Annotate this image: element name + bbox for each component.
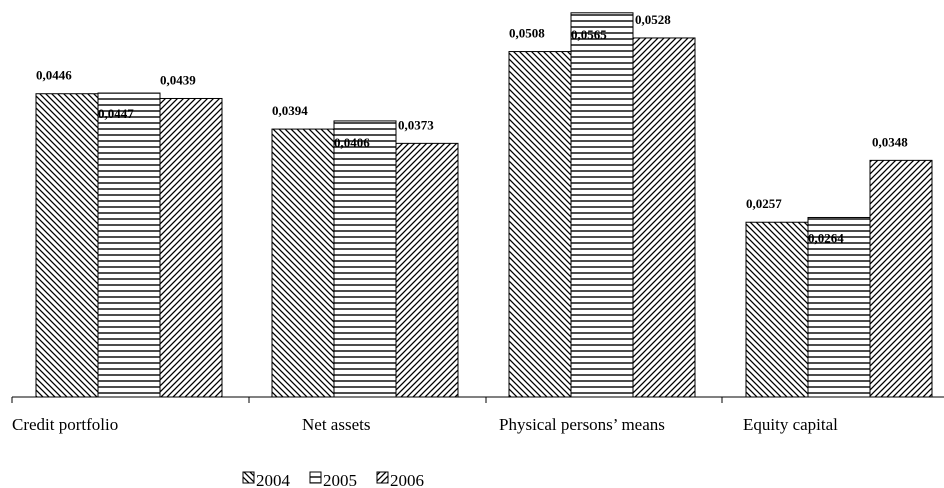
bar-2006-3	[632, 37, 696, 398]
legend-swatch-2005	[309, 471, 322, 484]
data-label-2005-3: 0,0565	[571, 27, 607, 42]
category-label-1: Credit portfolio	[12, 415, 118, 434]
legend-label-2005: 2005	[323, 471, 357, 488]
data-labels-layer: 0,0446 0,0447 0,0439 0,0394 0,0406 0,0373 0,05…	[36, 12, 908, 246]
category-labels: Credit portfolio Net assets Physical perso…	[12, 415, 838, 434]
data-label-2004-1: 0,0446	[36, 68, 72, 83]
bar-2005-4	[807, 216, 871, 398]
bar-2006-4	[869, 159, 933, 398]
category-label-4: Equity capital	[743, 415, 838, 434]
legend-swatch-2006	[376, 471, 389, 484]
data-label-2006-4: 0,0348	[872, 134, 908, 149]
bars-layer	[35, 12, 933, 398]
data-label-2004-4: 0,0257	[746, 196, 782, 211]
bar-2005-2	[333, 120, 397, 398]
bar-2004-3	[508, 51, 572, 398]
data-label-2005-2: 0,0406	[334, 135, 370, 150]
data-label-2005-1: 0,0447	[98, 106, 134, 121]
data-label-2006-2: 0,0373	[398, 117, 434, 132]
data-label-2005-4: 0,0264	[808, 230, 844, 245]
bar-2005-1	[97, 92, 161, 398]
data-label-2006-3: 0,0528	[635, 12, 671, 27]
data-label-2006-1: 0,0439	[160, 72, 196, 87]
legend: 2004 2005 2006	[242, 471, 424, 488]
legend-label-2004: 2004	[256, 471, 291, 488]
bar-2006-1	[159, 97, 223, 398]
bar-2006-2	[395, 142, 459, 398]
bar-2004-1	[35, 93, 99, 398]
data-label-2004-2: 0,0394	[272, 103, 308, 118]
data-label-2004-3: 0,0508	[509, 26, 545, 41]
bar-2004-2	[271, 128, 335, 398]
bar-2004-4	[745, 221, 809, 398]
category-label-2: Net assets	[302, 415, 370, 434]
category-label-3: Physical persons’ means	[499, 415, 665, 434]
legend-label-2006: 2006	[390, 471, 424, 488]
legend-swatch-2004	[242, 471, 255, 484]
x-axis	[11, 396, 944, 403]
bar-2005-3	[570, 12, 634, 398]
